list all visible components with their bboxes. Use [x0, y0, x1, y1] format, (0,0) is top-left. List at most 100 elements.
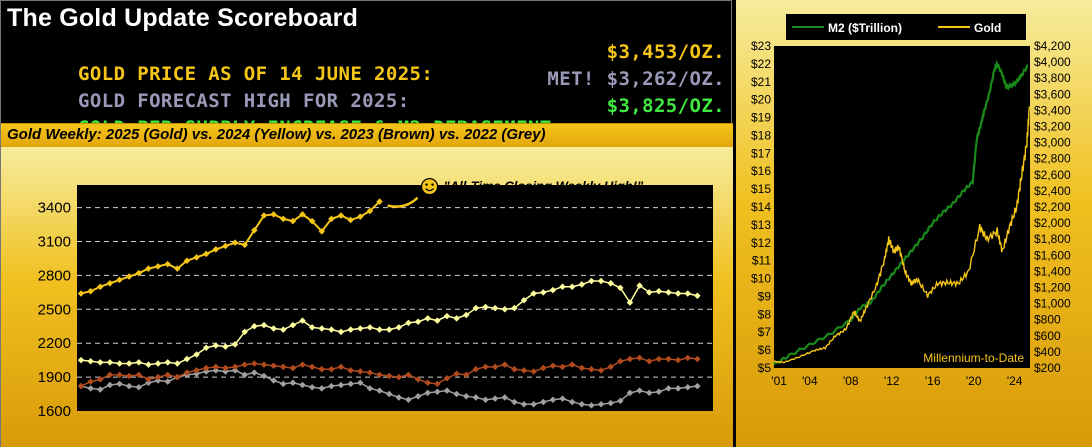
weekly-data-point: [145, 376, 152, 383]
m2-x-tick-label: '08: [843, 374, 859, 388]
weekly-data-point: [270, 377, 277, 384]
weekly-data-point: [366, 207, 374, 215]
weekly-data-point: [520, 297, 528, 304]
weekly-data-point: [385, 326, 393, 333]
m2-y-tick-label: $17: [751, 146, 771, 160]
weekly-data-point: [520, 400, 528, 408]
m2-plot-area: [774, 46, 1030, 368]
weekly-data-point: [135, 359, 143, 366]
gold-y-tick-label: $3,600: [1034, 87, 1071, 101]
gold-y-tick-label: $2,800: [1034, 152, 1071, 166]
annotation-text: "All-Time Closing Weekly High!": [444, 179, 644, 194]
weekly-data-point: [540, 398, 547, 406]
weekly-data-point: [193, 367, 200, 374]
weekly-data-point: [212, 342, 220, 349]
weekly-data-point: [154, 373, 162, 381]
weekly-data-point: [684, 354, 691, 362]
weekly-data-point: [260, 321, 268, 329]
m2-legend-label: M2 ($Trillion): [828, 21, 902, 35]
weekly-data-point: [241, 361, 248, 368]
weekly-plot-area: [77, 185, 713, 411]
weekly-data-point: [434, 388, 441, 396]
weekly-data-point: [328, 382, 335, 390]
weekly-data-point: [318, 365, 326, 373]
weekly-data-point: [366, 324, 374, 331]
weekly-data-point: [328, 326, 335, 333]
m2-y-tick-label: $5: [758, 361, 772, 375]
weekly-y-tick-label: 2200: [38, 335, 71, 352]
weekly-data-point: [578, 281, 586, 288]
weekly-data-point: [202, 344, 210, 351]
weekly-data-point: [299, 211, 306, 218]
weekly-data-point: [491, 395, 499, 402]
weekly-data-point: [694, 355, 701, 363]
gold-y-tick-label: $1,600: [1034, 248, 1071, 262]
weekly-data-point: [212, 246, 220, 253]
gold-y-tick-label: $2,200: [1034, 200, 1071, 214]
weekly-data-point: [597, 367, 605, 374]
weekly-data-point: [222, 364, 229, 372]
weekly-data-point: [347, 216, 354, 224]
weekly-data-point: [357, 379, 364, 387]
weekly-data-point: [125, 360, 133, 367]
weekly-data-point: [655, 287, 663, 295]
m2-y-tick-label: $23: [751, 39, 771, 53]
weekly-y-tick-label: 3400: [38, 200, 71, 217]
weekly-data-point: [645, 289, 653, 296]
weekly-data-point: [279, 380, 287, 388]
weekly-data-point: [626, 389, 634, 397]
weekly-data-point: [540, 364, 547, 372]
weekly-data-point: [116, 276, 123, 284]
weekly-data-point: [202, 364, 210, 372]
weekly-data-point: [231, 367, 239, 374]
m2-y-tick-label: $21: [751, 75, 771, 89]
weekly-data-point: [251, 226, 258, 234]
weekly-data-point: [588, 365, 595, 373]
weekly-data-point: [405, 319, 412, 327]
scoreboard-panel: The Gold Update Scoreboard GOLD PRICE AS…: [0, 0, 733, 447]
gold-y-tick-label: $3,800: [1034, 71, 1071, 85]
weekly-data-point: [241, 371, 248, 379]
weekly-data-point: [694, 382, 701, 390]
weekly-data-point: [212, 367, 220, 374]
weekly-data-point: [116, 371, 123, 379]
m2-series-line: [773, 59, 1029, 366]
weekly-data-point: [97, 386, 104, 393]
gold-y-tick-label: $200: [1034, 361, 1061, 375]
m2-y-tick-label: $13: [751, 218, 771, 232]
gold-y-tick-label: $1,800: [1034, 232, 1071, 246]
gold-y-tick-label: $4,000: [1034, 55, 1071, 69]
weekly-data-point: [308, 324, 316, 331]
weekly-chart-title: Gold Weekly: 2025 (Gold) vs. 2024 (Yello…: [7, 126, 546, 143]
m2-x-tick-label: '12: [884, 374, 900, 388]
weekly-data-point: [511, 398, 518, 406]
weekly-data-point: [665, 355, 672, 363]
weekly-data-point: [125, 273, 133, 280]
weekly-data-point: [87, 358, 94, 365]
weekly-data-point: [655, 355, 663, 363]
weekly-data-point: [241, 328, 248, 336]
weekly-data-point: [665, 289, 672, 296]
weekly-data-point: [231, 341, 239, 348]
weekly-data-point: [106, 359, 114, 366]
weekly-data-point: [453, 390, 460, 398]
weekly-data-point: [626, 355, 634, 363]
weekly-data-point: [77, 382, 85, 390]
weekly-data-point: [251, 360, 258, 367]
weekly-data-point: [135, 384, 143, 391]
weekly-data-point: [357, 325, 364, 332]
gold-series-line: [773, 106, 1031, 364]
gold-y-tick-label: $1,200: [1034, 281, 1071, 295]
gold-y-tick-label: $400: [1034, 345, 1061, 359]
weekly-data-point: [684, 384, 691, 391]
weekly-data-point: [193, 370, 200, 377]
weekly-data-point: [472, 304, 480, 312]
weekly-data-point: [145, 379, 152, 387]
gold-price-label: GOLD PRICE AS OF 14 JUNE 2025:: [78, 63, 434, 85]
weekly-data-point: [174, 373, 181, 381]
m2-x-tick-label: '16: [925, 374, 941, 388]
weekly-data-point: [376, 326, 383, 333]
m2-y-tick-label: $11: [752, 254, 771, 268]
weekly-y-tick-label: 1900: [38, 369, 71, 386]
m2-y-tick-label: $20: [751, 93, 771, 107]
